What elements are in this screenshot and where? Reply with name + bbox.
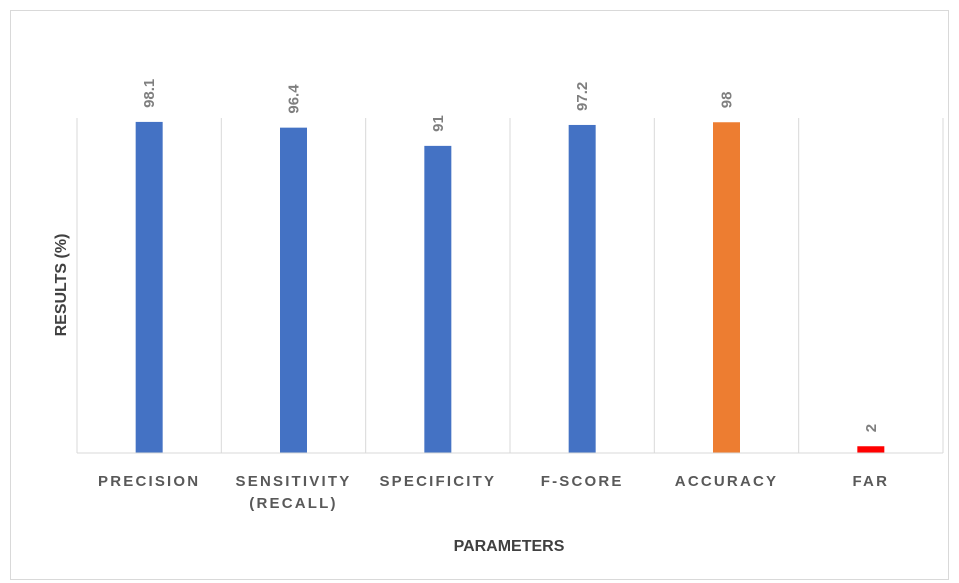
- y-axis-title: RESULTS (%): [53, 234, 70, 337]
- value-label: 98: [719, 92, 736, 109]
- bar: [424, 145, 452, 453]
- category-label: ACCURACY: [675, 473, 778, 490]
- category-label: PRECISION: [98, 473, 200, 490]
- category-label: SPECIFICITY: [379, 473, 496, 490]
- bars-layer: [135, 121, 885, 454]
- bar: [857, 446, 885, 453]
- x-axis-title: PARAMETERS: [454, 538, 565, 555]
- category-label: (RECALL): [249, 495, 337, 512]
- bar: [280, 127, 307, 454]
- category-labels-layer: PRECISION SENSITIVITY (RECALL) SPECIFICITY F…: [98, 473, 890, 512]
- value-label: 98.1: [141, 79, 158, 108]
- bar: [713, 122, 740, 453]
- grid-layer: [76, 118, 944, 453]
- value-labels-layer: 98.1 96.4 91 97.2 98 2: [141, 79, 880, 433]
- value-label: 2: [863, 424, 880, 432]
- bar: [568, 124, 596, 453]
- bar: [135, 121, 163, 453]
- category-label: SENSITIVITY: [236, 473, 352, 490]
- value-label: 96.4: [286, 84, 303, 114]
- category-label: FAR: [853, 473, 890, 490]
- chart-frame: [10, 10, 949, 580]
- value-label: 91: [430, 115, 447, 132]
- value-label: 97.2: [574, 82, 591, 111]
- category-label: F-SCORE: [541, 473, 624, 490]
